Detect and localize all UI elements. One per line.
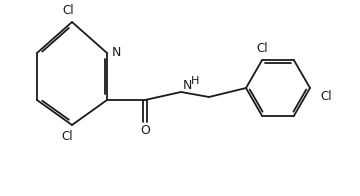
Text: O: O [140,124,150,138]
Text: Cl: Cl [62,4,74,16]
Text: Cl: Cl [61,131,73,143]
Text: N: N [111,45,121,58]
Text: N: N [182,79,192,92]
Text: H: H [191,76,199,86]
Text: Cl: Cl [256,42,268,55]
Text: Cl: Cl [320,90,332,103]
